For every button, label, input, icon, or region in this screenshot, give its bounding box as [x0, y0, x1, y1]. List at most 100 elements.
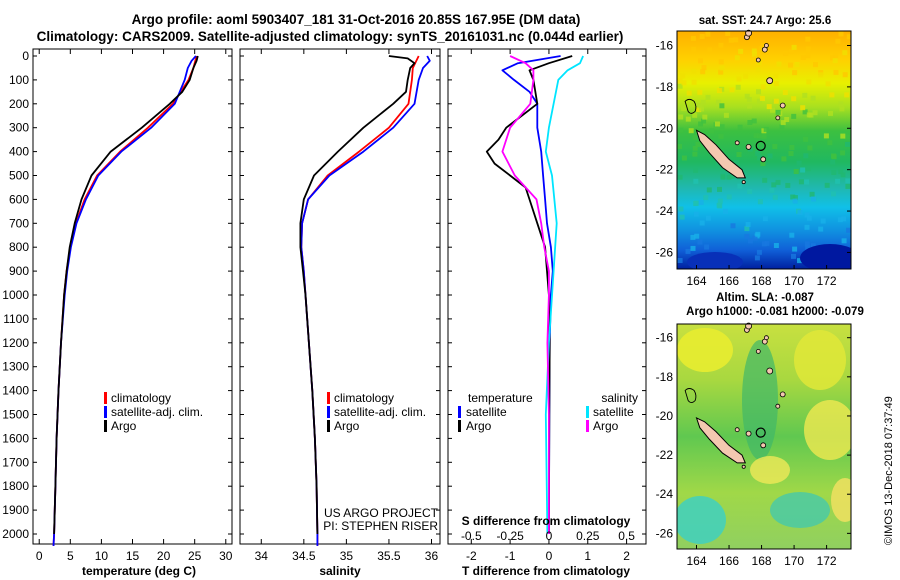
series-line-argo: [53, 55, 199, 535]
sst-pixel: [757, 199, 763, 205]
sst-pixel: [693, 167, 699, 173]
land-island: [760, 442, 767, 449]
map-x-tick-label: 170: [784, 554, 804, 568]
s-diff-tick-label: -0.5: [461, 529, 482, 543]
land-island: [760, 156, 767, 163]
sst-pixel: [685, 116, 691, 122]
sst-pixel: [729, 173, 735, 179]
sla-map-frame: [676, 323, 852, 550]
sst-pixel: [840, 172, 846, 178]
sla-blob: [804, 400, 851, 460]
sst-pixel: [716, 88, 722, 94]
x-tick-label: 5: [67, 549, 74, 563]
legend-swatch-temp-argo: [458, 420, 461, 432]
sst-pixel: [828, 110, 833, 116]
sla-map: Altim. SLA: -0.087 Argo h1000: -0.081 h2…: [656, 292, 864, 568]
sst-pixel: [702, 114, 708, 120]
sst-pixel: [677, 83, 683, 89]
sst-pixel: [763, 126, 769, 132]
sst-pixel: [693, 200, 699, 206]
sst-pixel: [678, 114, 684, 120]
sst-pixel: [841, 216, 847, 222]
land-island: [764, 43, 769, 48]
sla-blob: [770, 492, 830, 528]
series-line-argo: [299, 55, 416, 535]
y-tick-label: 1700: [2, 455, 29, 469]
sst-pixel: [755, 67, 761, 73]
map-y-tick-label: -18: [656, 80, 674, 94]
sst-pixel: [752, 51, 757, 57]
land-island: [745, 29, 752, 37]
sst-pixel: [792, 70, 798, 76]
sst-pixel: [838, 31, 844, 37]
sst-pixel: [789, 232, 795, 238]
y-tick-label: 1200: [2, 336, 29, 350]
sst-pixel: [783, 51, 789, 56]
sst-pixel: [792, 198, 798, 204]
y-tick-label: 1000: [2, 288, 29, 302]
credit-pi: PI: STEPHEN RISER: [323, 519, 438, 533]
sst-pixel: [692, 151, 698, 157]
sst-pixel: [692, 134, 698, 140]
s-diff-tick-label: 0.5: [618, 529, 635, 543]
sst-pixel: [699, 106, 705, 112]
series-line-climatology: [52, 55, 198, 546]
sst-pixel: [790, 194, 796, 200]
sla-blob: [794, 330, 846, 390]
sst-pixel: [806, 79, 812, 85]
sst-pixel: [728, 37, 734, 43]
land-island: [734, 427, 740, 433]
x-tick-label: 0: [546, 549, 553, 563]
legend-label-sal-satellite: satellite: [593, 405, 634, 419]
salinity-xlabel: salinity: [319, 564, 361, 578]
x-tick-label: 35.5: [377, 549, 401, 563]
sst-pixel: [825, 81, 831, 87]
sst-pixel: [839, 106, 845, 112]
sst-pixel: [845, 178, 851, 184]
map-x-tick-label: 172: [817, 274, 837, 288]
sst-pixel: [761, 133, 767, 139]
sst-pixel: [694, 233, 700, 239]
sst-pixel: [709, 128, 715, 134]
sst-pixel: [788, 62, 793, 68]
legend-swatch-sal-argo: [586, 420, 589, 432]
sst-pixel: [744, 233, 750, 239]
sst-pixel: [747, 238, 753, 244]
sst-pixel: [737, 183, 743, 189]
sst-pixel: [794, 62, 800, 67]
sst-pixel: [734, 160, 740, 166]
x-tick-label: 10: [95, 549, 109, 563]
sst-pixel: [700, 99, 706, 105]
y-tick-label: 900: [9, 264, 29, 278]
salinity-frame: [239, 48, 441, 545]
sst-pixel: [791, 113, 797, 119]
sst-pixel: [838, 169, 844, 175]
sst-pixel: [696, 107, 702, 113]
x-tick-label: 36: [425, 549, 439, 563]
sst-pixel: [760, 84, 766, 90]
sst-pixel: [697, 239, 703, 245]
sst-map-frame: [676, 30, 852, 270]
sst-cold-patch: [800, 244, 851, 269]
sst-pixel: [798, 179, 804, 185]
sst-pixel: [784, 117, 790, 122]
temperature-frame: [32, 48, 233, 545]
sst-pixel: [677, 258, 683, 263]
y-tick-label: 1800: [2, 479, 29, 493]
sla-blob: [750, 456, 790, 484]
y-tick-label: 1500: [2, 408, 29, 422]
difference-panel: -2 -1 0 1 2 T difference from climatology S …: [447, 48, 647, 578]
sst-pixel: [773, 73, 779, 79]
sst-pixel: [820, 218, 826, 224]
sst-pixel: [734, 55, 740, 61]
sst-pixel: [800, 55, 806, 60]
legend-title-salinity: salinity: [601, 391, 638, 405]
map-y-tick-label: -16: [656, 331, 674, 345]
sst-pixel: [678, 127, 684, 133]
legend-label-temp-argo: Argo: [466, 419, 492, 433]
sst-pixel: [715, 100, 721, 106]
sst-pixel: [736, 152, 742, 157]
credit-project: US ARGO PROJECT: [324, 506, 439, 520]
y-tick-label: 0: [22, 49, 29, 63]
land-island: [764, 335, 769, 341]
